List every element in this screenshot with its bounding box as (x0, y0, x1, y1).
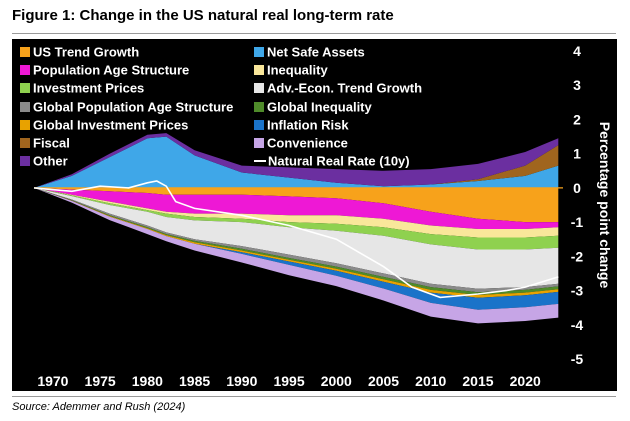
legend: US Trend Growth Net Safe Assets Population… (20, 45, 422, 169)
legend-swatch-investment-prices (20, 83, 30, 93)
legend-label-global-inequality: Global Inequality (267, 100, 373, 115)
y-axis: 4 3 2 1 0 -1 -2 -3 -4 -5 Percentage point change (571, 43, 613, 367)
legend-label-population-age-structure: Population Age Structure (33, 63, 189, 78)
positive-net-safe-assets-area (34, 136, 559, 188)
area-chart: US Trend Growth Net Safe Assets Population… (20, 43, 613, 389)
x-tick-2015: 2015 (462, 373, 493, 389)
y-axis-label: Percentage point change (597, 122, 613, 289)
source-note: Source: Ademmer and Rush (2024) (12, 401, 186, 413)
legend-swatch-adv-econ-trend-growth (254, 83, 264, 93)
y-tick-4: 4 (573, 43, 581, 59)
legend-swatch-global-population-age-structure (20, 102, 30, 112)
y-tick-minus-1: -1 (571, 214, 584, 230)
negative-convenience-area (34, 187, 559, 324)
legend-label-us-trend-growth: US Trend Growth (33, 45, 139, 60)
legend-label-global-investment-prices: Global Investment Prices (33, 118, 188, 133)
y-tick-0: 0 (573, 180, 581, 196)
legend-swatch-convenience (254, 138, 264, 148)
legend-swatch-net-safe-assets (254, 47, 264, 57)
y-tick-minus-2: -2 (571, 248, 584, 264)
legend-label-convenience: Convenience (267, 136, 348, 151)
figure-title: Figure 1: Change in the US natural real … (12, 7, 394, 24)
legend-swatch-population-age-structure (20, 65, 30, 75)
x-tick-2000: 2000 (321, 373, 352, 389)
legend-swatch-other (20, 156, 30, 166)
x-tick-1995: 1995 (273, 373, 304, 389)
legend-swatch-inequality (254, 65, 264, 75)
y-tick-1: 1 (573, 146, 581, 162)
chart-panel: US Trend Growth Net Safe Assets Population… (12, 39, 617, 391)
x-tick-1980: 1980 (132, 373, 163, 389)
legend-label-natural-real-rate-10y: Natural Real Rate (10y) (268, 154, 410, 169)
y-tick-2: 2 (573, 111, 581, 127)
legend-swatch-global-investment-prices (20, 120, 30, 130)
natural-real-rate-10y-line (33, 180, 559, 299)
legend-swatch-us-trend-growth (20, 47, 30, 57)
legend-label-inflation-risk: Inflation Risk (267, 118, 349, 133)
x-tick-1985: 1985 (179, 373, 210, 389)
legend-swatch-inflation-risk (254, 120, 264, 130)
x-tick-2005: 2005 (368, 373, 399, 389)
x-tick-1970: 1970 (37, 373, 68, 389)
x-tick-1975: 1975 (85, 373, 116, 389)
positive-other-area (34, 133, 559, 188)
negative-population-age-structure-area (34, 187, 559, 229)
legend-label-fiscal: Fiscal (33, 136, 70, 151)
source-rule (12, 396, 616, 397)
natural-rate-line (33, 180, 559, 299)
x-tick-1990: 1990 (226, 373, 257, 389)
legend-swatch-global-inequality (254, 102, 264, 112)
x-axis: 1970 1975 1980 1985 1990 1995 2000 2005 2010 2015… (37, 373, 541, 389)
y-tick-minus-3: -3 (571, 283, 584, 299)
negative-inflation-risk-area (34, 187, 559, 310)
negative-investment-prices-area (34, 187, 559, 250)
legend-label-other: Other (33, 154, 68, 169)
legend-label-investment-prices: Investment Prices (33, 81, 144, 96)
legend-label-net-safe-assets: Net Safe Assets (267, 45, 365, 60)
legend-label-inequality: Inequality (267, 63, 328, 78)
title-rule (12, 33, 616, 34)
legend-label-adv-econ-trend-growth: Adv.-Econ. Trend Growth (267, 81, 422, 96)
negative-adv-econ-trend-growth-area (34, 187, 559, 289)
x-tick-2010: 2010 (415, 373, 446, 389)
y-tick-3: 3 (573, 77, 581, 93)
legend-label-global-population-age-structure: Global Population Age Structure (33, 100, 233, 115)
x-tick-2020: 2020 (510, 373, 541, 389)
negative-inequality-area (34, 187, 559, 238)
legend-swatch-fiscal (20, 138, 30, 148)
stacked-areas (34, 133, 559, 324)
negative-us-trend-growth-area (34, 187, 559, 223)
y-tick-minus-4: -4 (571, 317, 584, 333)
y-tick-minus-5: -5 (571, 351, 584, 367)
